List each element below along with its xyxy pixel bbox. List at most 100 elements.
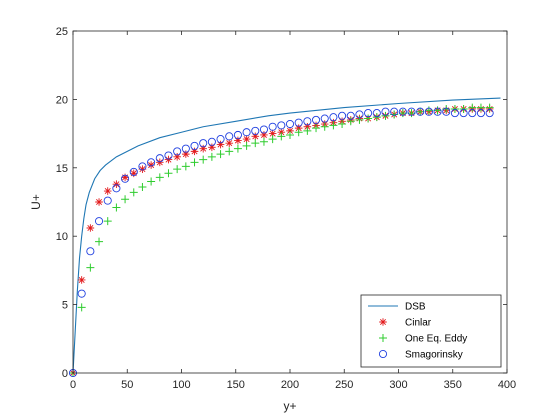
smagorinsky-point-4 <box>103 196 112 205</box>
smagorinsky-point-28 <box>311 115 321 124</box>
one-eq-eddy-point-40 <box>416 107 425 116</box>
cinlar-point-6 <box>121 173 129 182</box>
one-eq-eddy-point-20 <box>242 141 251 150</box>
one-eq-eddy-point-31 <box>338 120 347 129</box>
y-tick-label-5: 25 <box>56 26 68 38</box>
smagorinsky-point-27 <box>303 117 312 126</box>
smagorinsky-point-9 <box>147 158 156 167</box>
y-tick-label-2: 10 <box>56 231 68 243</box>
cinlar-point-12 <box>173 153 181 161</box>
x-tick-label-0: 0 <box>70 379 76 391</box>
smagorinsky-point-3 <box>94 217 104 226</box>
smagorinsky-point-48 <box>485 109 494 118</box>
x-tick-label-4: 200 <box>281 379 299 391</box>
one-eq-eddy-point-6 <box>121 195 130 204</box>
smagorinsky-point-32 <box>346 111 355 120</box>
cinlar-point-19 <box>234 136 242 145</box>
smagorinsky-point-7 <box>129 167 138 176</box>
one-eq-eddy-point-21 <box>251 139 260 148</box>
series-line-dsb <box>72 97 501 374</box>
cinlar-point-18 <box>225 139 234 147</box>
x-tick-label-1: 50 <box>121 379 133 391</box>
cinlar-point-2 <box>86 224 95 232</box>
one-eq-eddy-point-16 <box>207 152 216 161</box>
legend-swatch-smagorinsky <box>378 349 388 359</box>
smagorinsky-point-40 <box>416 107 425 116</box>
smagorinsky-point-12 <box>173 147 182 156</box>
x-tick-label-2: 100 <box>172 379 190 391</box>
x-tick-label-7: 350 <box>444 379 462 391</box>
smagorinsky-point-21 <box>251 126 260 135</box>
smagorinsky-point-29 <box>320 114 329 123</box>
cinlar-point-22 <box>260 131 268 139</box>
cinlar-point-23 <box>268 129 277 138</box>
smagorinsky-point-8 <box>138 162 147 171</box>
smagorinsky-point-24 <box>277 121 286 130</box>
one-eq-eddy-point-14 <box>190 158 199 167</box>
one-eq-eddy-point-34 <box>364 114 373 123</box>
ticks-layer: 0 50 100 150 200 250 300 350 400 0 5 10 15 20 25 <box>56 26 516 391</box>
cinlar-point-11 <box>164 155 173 164</box>
one-eq-eddy-point-28 <box>312 124 321 133</box>
x-tick-label-5: 250 <box>335 379 353 391</box>
one-eq-eddy-point-35 <box>372 113 381 122</box>
legend: DSB Cinlar One Eq. Eddy Smagorinsky <box>360 294 502 368</box>
one-eq-eddy-point-9 <box>147 177 156 186</box>
one-eq-eddy-point-27 <box>303 126 312 135</box>
smagorinsky-point-11 <box>164 151 173 160</box>
x-tick-label-3: 150 <box>227 379 245 391</box>
smagorinsky-point-47 <box>476 109 486 118</box>
cinlar-point-16 <box>208 143 216 152</box>
one-eq-eddy-point-4 <box>103 217 112 226</box>
cinlar-point-15 <box>199 144 207 153</box>
smagorinsky-point-30 <box>329 113 338 122</box>
legend-label-cinlar: Cinlar <box>405 318 432 329</box>
cinlar-point-1 <box>77 276 86 284</box>
cinlar-point-5 <box>112 180 121 189</box>
smagorinsky-point-25 <box>285 119 295 129</box>
smagorinsky-point-34 <box>364 109 373 118</box>
one-eq-eddy-point-45 <box>459 104 468 113</box>
one-eq-eddy-point-1 <box>77 303 86 312</box>
one-eq-eddy-point-47 <box>476 103 485 112</box>
y-tick-label-0: 0 <box>62 368 68 380</box>
one-eq-eddy-point-30 <box>329 121 338 130</box>
legend-label-dsb: DSB <box>405 302 426 313</box>
one-eq-eddy-point-8 <box>138 182 147 191</box>
one-eq-eddy-point-23 <box>268 135 277 144</box>
one-eq-eddy-point-46 <box>468 103 477 112</box>
legend-swatch-one-eq-eddy <box>379 334 387 342</box>
smagorinsky-point-35 <box>372 109 381 118</box>
one-eq-eddy-point-7 <box>129 188 138 197</box>
smagorinsky-point-42 <box>433 107 442 116</box>
smagorinsky-point-38 <box>398 107 407 116</box>
smagorinsky-point-1 <box>77 289 86 298</box>
smagorinsky-point-31 <box>338 111 347 120</box>
one-eq-eddy-point-5 <box>112 203 121 212</box>
smagorinsky-point-45 <box>459 109 468 118</box>
cinlar-point-26 <box>294 124 303 132</box>
smagorinsky-point-10 <box>155 154 164 163</box>
legend-label-one-eq-eddy: One Eq. Eddy <box>405 334 467 345</box>
one-eq-eddy-point-19 <box>233 144 242 153</box>
legend-label-smagorinsky: Smagorinsky <box>405 350 463 361</box>
cinlar-point-20 <box>242 135 251 143</box>
smagorinsky-point-23 <box>268 122 277 131</box>
one-eq-eddy-point-15 <box>199 155 208 164</box>
one-eq-eddy-point-22 <box>259 137 268 146</box>
cinlar-point-25 <box>286 127 294 135</box>
cinlar-point-27 <box>303 122 312 131</box>
cinlar-point-4 <box>103 187 112 195</box>
cinlar-point-7 <box>129 169 138 178</box>
cinlar-point-21 <box>251 132 260 141</box>
smagorinsky-point-13 <box>181 144 190 153</box>
y-tick-label-4: 20 <box>56 94 68 106</box>
x-tick-label-8: 400 <box>498 379 516 391</box>
one-eq-eddy-point-44 <box>450 104 459 113</box>
smagorinsky-point-41 <box>424 107 433 116</box>
smagorinsky-point-2 <box>86 247 95 256</box>
one-eq-eddy-point-26 <box>294 128 303 137</box>
series-layer <box>68 97 501 378</box>
smagorinsky-point-36 <box>381 107 390 116</box>
